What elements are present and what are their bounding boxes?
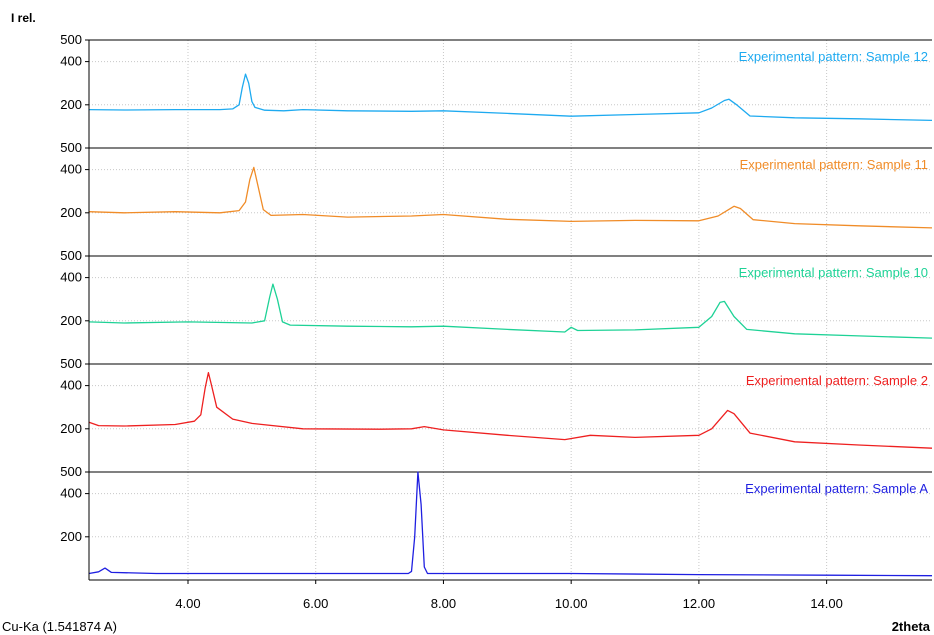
series-line	[88, 73, 933, 122]
y-tick-label: 400	[60, 486, 82, 501]
y-tick-label: 200	[60, 313, 82, 328]
y-tick-label: 200	[60, 421, 82, 436]
series-label: Experimental pattern: Sample 11	[740, 157, 928, 172]
panels-layer: 500 400 200 Experimental pattern: Sample 12…	[60, 32, 933, 580]
panel-4: 500 400 200 Experimental pattern: Sample 2	[60, 356, 933, 472]
series-line	[88, 371, 933, 449]
y-tick-label: 500	[60, 464, 82, 479]
panel-3: 500 400 200 Experimental pattern: Sample 10	[60, 248, 933, 364]
series-label: Experimental pattern: Sample A	[745, 481, 928, 496]
x-tick-label: 8.00	[431, 596, 456, 611]
y-tick-label: 400	[60, 54, 82, 69]
y-tick-label: 200	[60, 529, 82, 544]
y-tick-label: 400	[60, 270, 82, 285]
panel-2: 500 400 200 Experimental pattern: Sample 11	[60, 140, 933, 256]
y-tick-label: 400	[60, 162, 82, 177]
x-tick-label: 10.00	[555, 596, 588, 611]
panel-1: 500 400 200 Experimental pattern: Sample 12	[60, 32, 933, 148]
series-label: Experimental pattern: Sample 12	[739, 49, 928, 64]
x-tick-label: 12.00	[683, 596, 716, 611]
series-line	[88, 471, 933, 577]
series-line	[88, 166, 933, 229]
y-tick-label: 500	[60, 356, 82, 371]
y-axis-label: I rel.	[11, 11, 36, 25]
y-tick-label: 500	[60, 140, 82, 155]
y-tick-label: 500	[60, 248, 82, 263]
x-tick-label: 4.00	[175, 596, 200, 611]
y-tick-label: 400	[60, 378, 82, 393]
series-label: Experimental pattern: Sample 2	[746, 373, 928, 388]
y-tick-label: 200	[60, 205, 82, 220]
y-tick-label: 200	[60, 97, 82, 112]
x-axis-label: 2theta	[892, 619, 931, 634]
series-line	[88, 283, 933, 339]
x-tick-label: 6.00	[303, 596, 328, 611]
y-tick-label: 500	[60, 32, 82, 47]
radiation-label: Cu-Ka (1.541874 A)	[2, 619, 117, 634]
x-tick-label: 14.00	[810, 596, 843, 611]
x-axis: 4.00 6.00 8.00 10.00 12.00 14.00	[89, 579, 932, 611]
series-label: Experimental pattern: Sample 10	[739, 265, 928, 280]
panel-5: 500 400 200 Experimental pattern: Sample A	[60, 464, 933, 580]
